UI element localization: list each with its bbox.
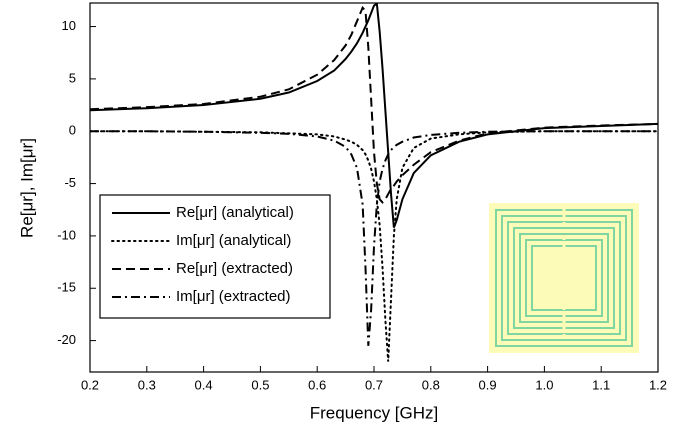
inset-image [489, 203, 639, 353]
y-axis-label: Re[μr], Im[μr] [17, 138, 36, 238]
x-tick-label: 0.3 [138, 377, 156, 392]
plot-lines [90, 3, 658, 362]
x-tick-label: 0.4 [195, 377, 213, 392]
x-tick-label: 0.6 [308, 377, 326, 392]
y-tick-label: 10 [62, 18, 76, 33]
series-line [90, 3, 658, 228]
x-tick-label: 0.7 [365, 377, 383, 392]
x-tick-label: 0.8 [422, 377, 440, 392]
legend-label: Re[μr] (analytical) [176, 204, 294, 221]
legend-label: Im[μr] (extracted) [176, 288, 291, 305]
legend-label: Re[μr] (extracted) [176, 260, 293, 277]
y-tick-label: 5 [69, 70, 76, 85]
series-line [90, 5, 658, 204]
x-tick-label: 1.0 [535, 377, 553, 392]
y-tick-label: -20 [57, 332, 76, 347]
y-tick-label: 0 [69, 123, 76, 138]
y-tick-label: -5 [64, 175, 76, 190]
series-line [90, 130, 658, 362]
x-tick-label: 1.1 [592, 377, 610, 392]
x-tick-label: 0.5 [251, 377, 269, 392]
legend-label: Im[μr] (analytical) [176, 232, 291, 249]
y-tick-label: -15 [57, 280, 76, 295]
x-tick-label: 0.9 [479, 377, 497, 392]
x-tick-label: 0.2 [81, 377, 99, 392]
y-tick-label: -10 [57, 227, 76, 242]
x-tick-label: 1.2 [649, 377, 667, 392]
x-axis-label: Frequency [GHz] [310, 403, 439, 422]
